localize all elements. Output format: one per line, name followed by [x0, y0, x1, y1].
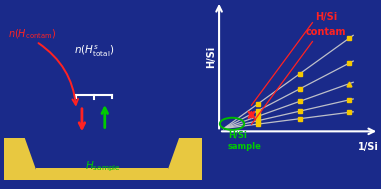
FancyBboxPatch shape: [4, 138, 202, 180]
Text: contam: contam: [306, 27, 346, 37]
Text: 1/Si: 1/Si: [357, 143, 378, 152]
FancyBboxPatch shape: [36, 168, 168, 180]
Text: sample: sample: [228, 142, 262, 151]
Text: $H_{\rm sample}$: $H_{\rm sample}$: [85, 160, 121, 174]
Text: $n(H_{\rm contam})$: $n(H_{\rm contam})$: [8, 27, 56, 41]
Text: H/Si: H/Si: [228, 131, 247, 140]
Text: H/Si: H/Si: [315, 12, 337, 22]
Polygon shape: [25, 138, 179, 170]
Text: $n(H^s_{\rm total})$: $n(H^s_{\rm total})$: [74, 43, 115, 59]
Text: H/Si: H/Si: [207, 46, 216, 68]
